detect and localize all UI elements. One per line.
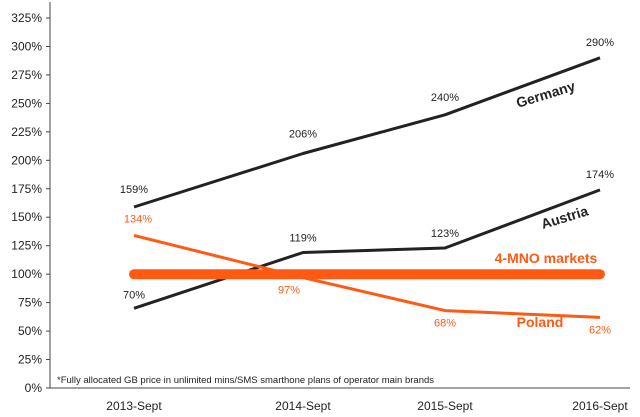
data-label-poland: 134%	[124, 213, 152, 225]
series-line-germany	[133, 56, 601, 209]
series-name-austria: Austria	[539, 202, 590, 231]
series-line-austria	[133, 188, 601, 310]
data-label-poland: 97%	[278, 285, 300, 297]
series-line-poland	[133, 233, 601, 319]
series-name-4-mno-markets: 4-MNO markets	[495, 250, 598, 266]
data-label-germany: 206%	[289, 128, 317, 140]
data-label-austria: 70%	[123, 289, 145, 301]
y-tick-label: 125%	[11, 239, 42, 253]
y-tick-label: 100%	[11, 267, 42, 281]
data-label-poland: 62%	[589, 324, 611, 336]
footnote: *Fully allocated GB price in unlimited m…	[57, 375, 434, 386]
data-label-germany: 240%	[431, 92, 459, 104]
data-label-austria: 119%	[289, 233, 317, 245]
y-tick-label: 225%	[11, 125, 42, 139]
data-label-germany: 159%	[120, 184, 148, 196]
x-tick-label: 2015-Sept	[417, 399, 473, 413]
y-tick-label: 325%	[11, 11, 42, 25]
y-tick-label: 50%	[18, 324, 42, 338]
data-label-austria: 174%	[586, 169, 614, 181]
y-tick-label: 0%	[25, 381, 43, 395]
y-tick-label: 275%	[11, 68, 42, 82]
x-tick-label: 2014-Sept	[275, 399, 331, 413]
data-label-poland: 68%	[434, 318, 456, 330]
y-tick-label: 250%	[11, 96, 42, 110]
x-tick-label: 2016-Sept	[572, 399, 628, 413]
series-name-poland: Poland	[517, 314, 564, 330]
y-tick-label: 25%	[18, 353, 42, 367]
y-tick-label: 300%	[11, 39, 42, 53]
x-tick-label: 2013-Sept	[106, 399, 162, 413]
series-name-germany: Germany	[514, 78, 577, 111]
y-tick-label: 150%	[11, 210, 42, 224]
y-tick-label: 175%	[11, 182, 42, 196]
y-tick-label: 200%	[11, 153, 42, 167]
data-label-germany: 290%	[586, 37, 614, 49]
data-label-austria: 123%	[431, 228, 459, 240]
y-tick-label: 75%	[18, 296, 42, 310]
